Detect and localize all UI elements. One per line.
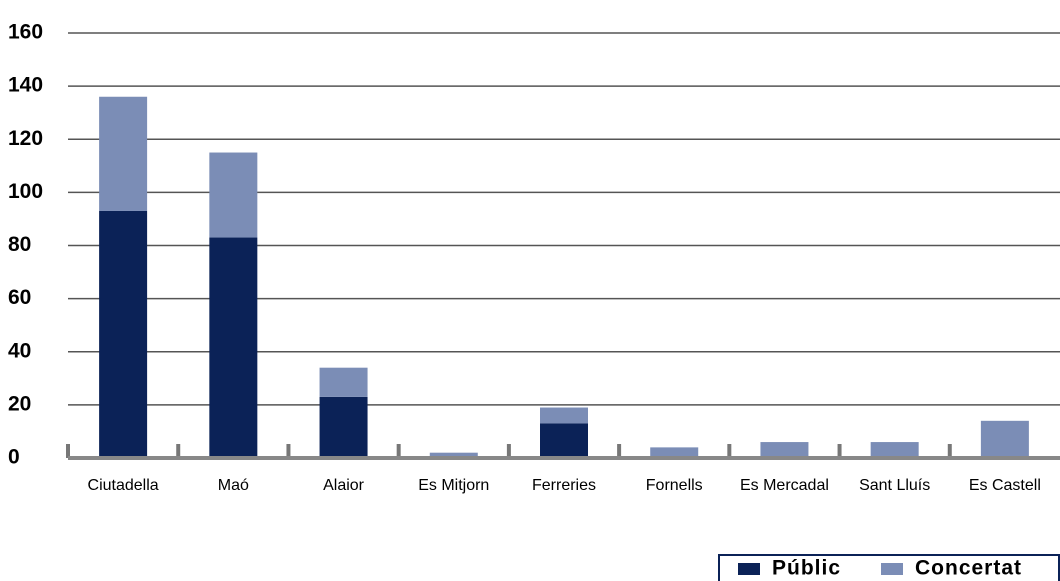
y-tick-label: 20 [8, 392, 31, 415]
bar-segment [319, 367, 368, 397]
legend-label: Concertat [915, 557, 1022, 580]
bar-segment [99, 210, 148, 458]
bar-segment [650, 447, 699, 458]
bar-segment [209, 152, 258, 238]
x-tick-label: Ciutadella [88, 477, 159, 494]
x-tick-label: Sant Lluís [859, 477, 930, 494]
bar-segment [209, 237, 258, 458]
bar-segment [870, 442, 919, 458]
legend-swatch [738, 563, 760, 575]
y-tick-label: 160 [8, 21, 43, 44]
bar-segment [319, 396, 368, 458]
x-tick-label: Ferreries [532, 477, 596, 494]
bar-segment [540, 423, 588, 458]
bar-segment [980, 420, 1029, 458]
x-tick-label: Es Castell [969, 477, 1041, 494]
y-tick-label: 120 [8, 127, 43, 150]
x-tick-label: Fornells [646, 477, 703, 494]
y-tick-label: 80 [8, 233, 31, 256]
x-tick-label: Es Mitjorn [418, 477, 489, 494]
x-tick-label: Alaior [323, 477, 365, 494]
legend-label: Públic [772, 557, 841, 580]
x-tick-label: Es Mercadal [740, 477, 829, 494]
y-tick-label: 140 [8, 74, 43, 97]
y-tick-label: 100 [8, 180, 43, 203]
bar-segment [540, 407, 588, 424]
bar-segment [429, 452, 478, 458]
bar-segment [99, 96, 148, 211]
y-tick-label: 40 [8, 339, 31, 362]
y-tick-label: 0 [8, 446, 20, 469]
bar-segment [760, 442, 809, 458]
x-tick-label: Maó [218, 477, 249, 494]
legend-swatch [881, 563, 903, 575]
y-tick-label: 60 [8, 286, 31, 309]
